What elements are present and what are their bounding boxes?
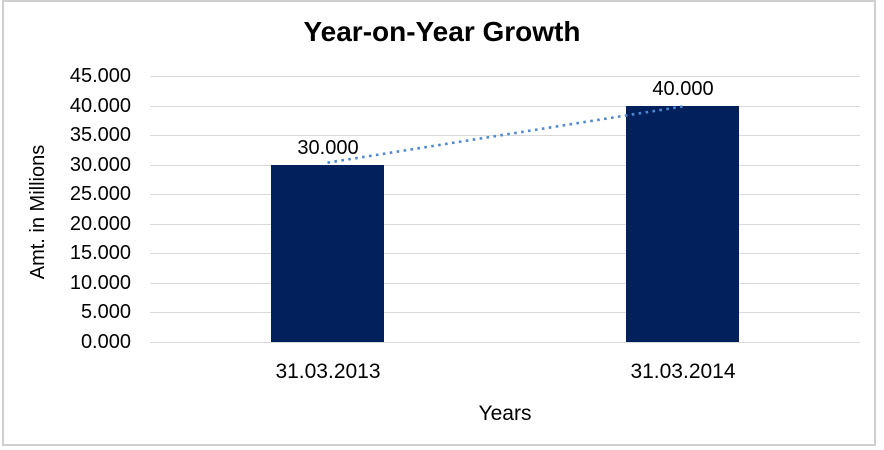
gridline bbox=[150, 224, 860, 225]
y-tick-label: 45.000 bbox=[69, 65, 131, 87]
y-tick-label: 20.000 bbox=[69, 213, 131, 235]
y-tick-label: 25.000 bbox=[69, 183, 131, 205]
y-tick-label: 35.000 bbox=[69, 124, 131, 146]
bar-value-label: 40.000 bbox=[652, 78, 714, 100]
x-category-label: 31.03.2014 bbox=[630, 360, 736, 383]
bar-31.03.2014 bbox=[626, 106, 739, 342]
chart-title: Year-on-Year Growth bbox=[303, 16, 581, 47]
y-tick-label: 40.000 bbox=[69, 95, 131, 117]
y-tick-label: 5.000 bbox=[80, 301, 131, 323]
gridline bbox=[150, 283, 860, 284]
y-tick-label: 0.000 bbox=[80, 331, 131, 353]
gridline bbox=[150, 312, 860, 313]
bar-31.03.2013 bbox=[271, 165, 384, 342]
gridline bbox=[150, 135, 860, 136]
y-tick-label: 15.000 bbox=[69, 242, 131, 264]
bar-value-label: 30.000 bbox=[297, 137, 359, 159]
gridline bbox=[150, 342, 860, 343]
y-tick-label: 10.000 bbox=[69, 272, 131, 294]
x-axis-title: Years bbox=[478, 402, 532, 425]
x-category-label: 31.03.2013 bbox=[275, 360, 381, 383]
y-tick-label: 30.000 bbox=[69, 154, 131, 176]
gridline bbox=[150, 76, 860, 77]
gridline bbox=[150, 194, 860, 195]
gridline bbox=[150, 165, 860, 166]
gridline bbox=[150, 106, 860, 107]
gridline bbox=[150, 253, 860, 254]
